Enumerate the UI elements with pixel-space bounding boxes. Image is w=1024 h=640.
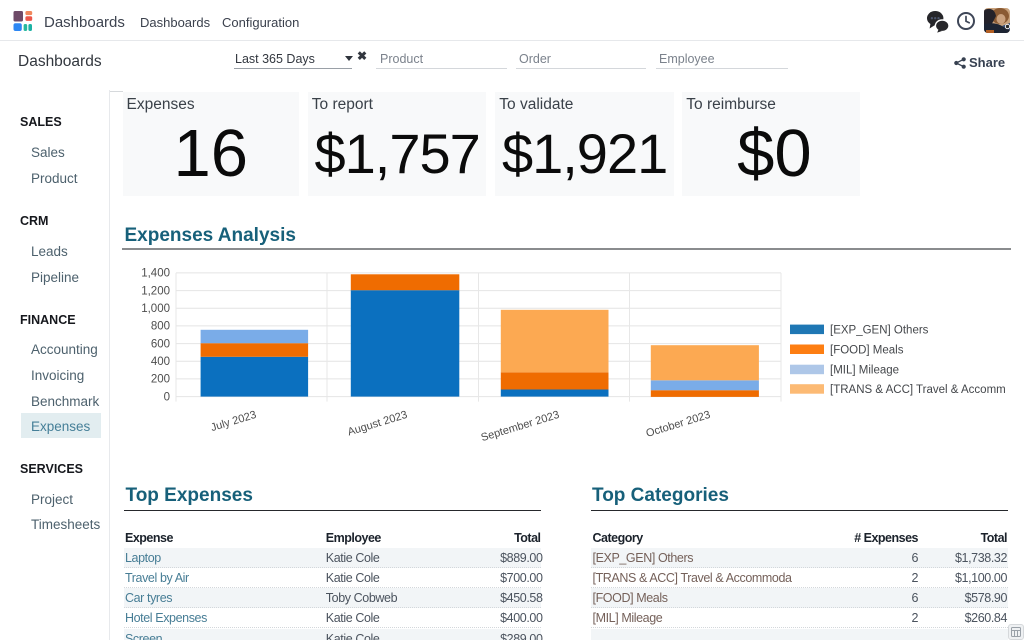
svg-text:[TRANS & ACC] Travel & Accomm: [TRANS & ACC] Travel & Accomm xyxy=(830,384,1006,396)
svg-text:1,400: 1,400 xyxy=(141,268,170,280)
svg-text:October 2023: October 2023 xyxy=(645,409,712,440)
svg-text:200: 200 xyxy=(151,374,170,386)
svg-text:[MIL] Mileage: [MIL] Mileage xyxy=(830,365,899,377)
svg-text:September 2023: September 2023 xyxy=(480,409,561,444)
svg-text:400: 400 xyxy=(151,356,170,368)
svg-text:1,200: 1,200 xyxy=(141,285,170,297)
svg-text:[EXP_GEN] Others: [EXP_GEN] Others xyxy=(830,324,929,336)
svg-text:600: 600 xyxy=(151,338,170,350)
svg-text:[FOOD] Meals: [FOOD] Meals xyxy=(830,344,904,356)
svg-text:800: 800 xyxy=(151,321,170,333)
svg-text:August 2023: August 2023 xyxy=(346,409,409,439)
svg-text:1,000: 1,000 xyxy=(141,303,170,315)
svg-text:0: 0 xyxy=(164,391,170,403)
svg-text:July 2023: July 2023 xyxy=(209,409,258,434)
